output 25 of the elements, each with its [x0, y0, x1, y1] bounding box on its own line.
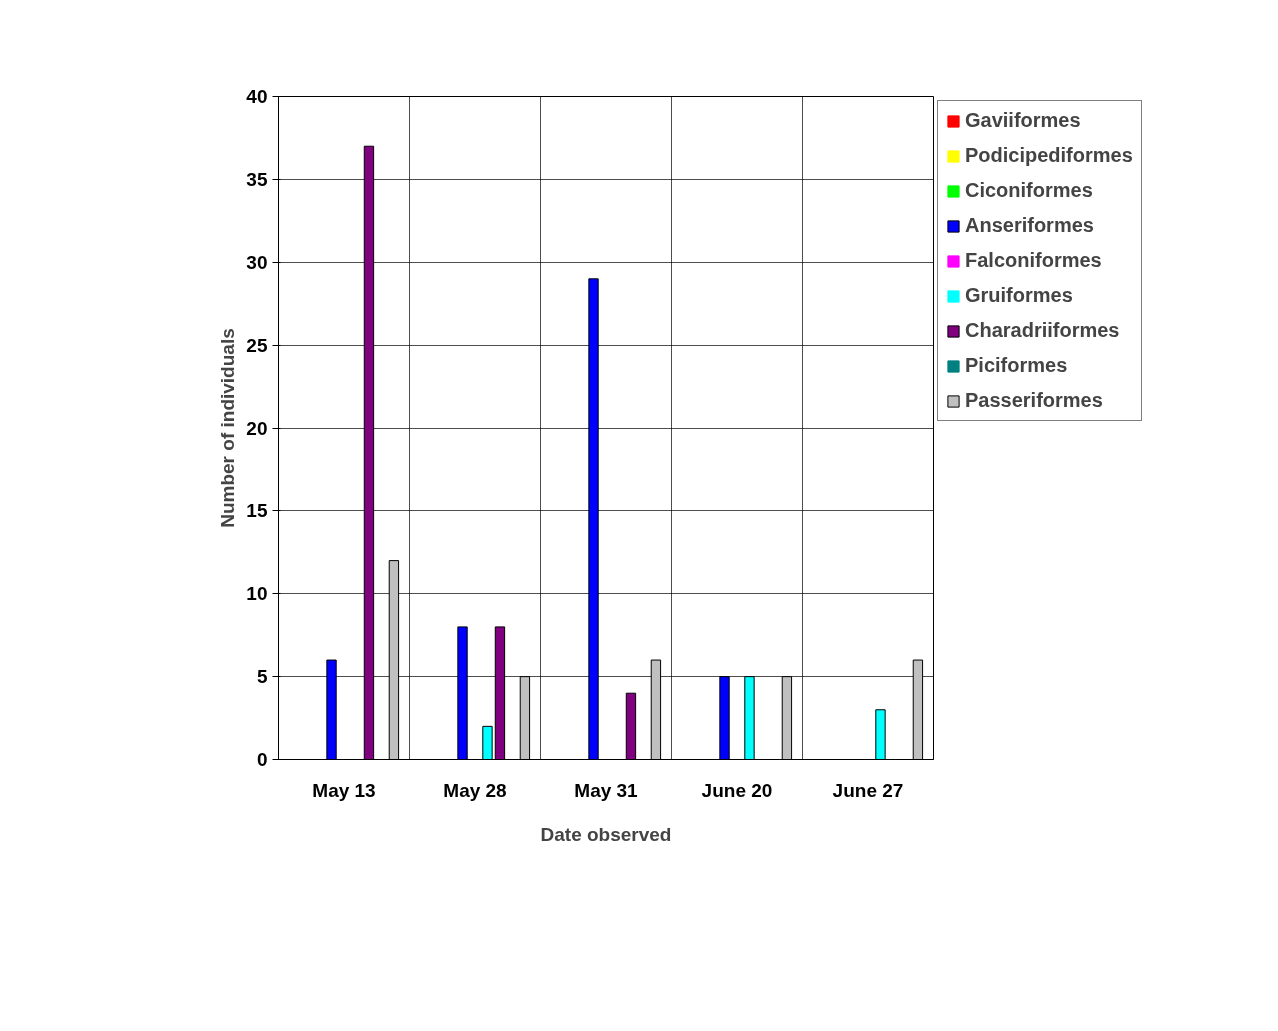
y-tick-label: 30: [246, 251, 268, 273]
legend-label: Podicipediformes: [965, 144, 1133, 167]
legend-label: Passeriformes: [965, 389, 1103, 412]
legend-label: Gaviiformes: [965, 109, 1081, 132]
x-tick-label: June 20: [701, 779, 773, 801]
x-tick-label: May 13: [312, 779, 376, 801]
y-tick-label: 0: [256, 749, 268, 770]
y-tick-label: 25: [246, 334, 268, 356]
y-tick-label: 15: [246, 500, 268, 522]
legend-label: Gruiformes: [965, 284, 1073, 307]
y-tick-label: 40: [246, 86, 268, 107]
legend-label: Falconiformes: [965, 249, 1102, 272]
legend-label: Charadriiformes: [965, 319, 1120, 342]
x-tick-label: May 28: [443, 779, 507, 801]
legend-label: Piciformes: [965, 354, 1068, 377]
legend-label: Anseriformes: [965, 214, 1094, 237]
y-tick-label: 10: [246, 583, 268, 605]
x-tick-label: May 31: [574, 779, 639, 801]
legend-label: Ciconiformes: [965, 179, 1093, 202]
y-axis-title: Number of individuals: [217, 328, 239, 528]
y-tick-label: 35: [246, 168, 268, 190]
x-axis-title: Date observed: [540, 823, 672, 845]
y-tick-label: 5: [256, 666, 268, 688]
x-tick-label: June 27: [832, 779, 904, 801]
y-tick-label: 20: [246, 417, 268, 439]
